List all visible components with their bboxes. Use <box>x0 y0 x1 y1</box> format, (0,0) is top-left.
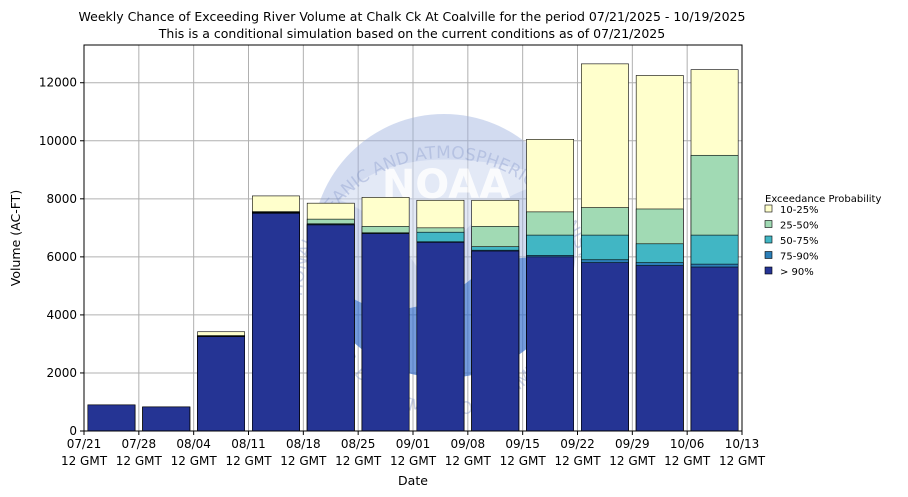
y-tick-label: 4000 <box>46 308 77 322</box>
x-tick-label-time: 12 GMT <box>171 454 218 468</box>
legend-title: Exceedance Probability <box>765 194 881 205</box>
x-tick-label-time: 12 GMT <box>390 454 437 468</box>
x-tick-label-date: 09/01 <box>396 437 431 451</box>
x-tick-label-time: 12 GMT <box>61 454 108 468</box>
x-tick-label-date: 07/21 <box>67 437 102 451</box>
y-tick-label: 10000 <box>39 134 77 148</box>
y-tick-label: 0 <box>69 424 77 438</box>
y-tick-label: 6000 <box>46 250 77 264</box>
x-tick-label-date: 10/06 <box>670 437 705 451</box>
x-tick-label-time: 12 GMT <box>445 454 492 468</box>
y-tick-label: 8000 <box>46 192 77 206</box>
y-axis: 0 2000 4000 6000 8000 10000 12000 <box>39 76 84 438</box>
legend-label: > 90% <box>780 267 814 278</box>
x-axis-label: Date <box>398 473 428 488</box>
legend-swatch <box>764 220 773 228</box>
x-tick-label-date: 08/18 <box>286 437 321 451</box>
y-axis-label: Volume (AC-FT) <box>8 190 23 286</box>
x-tick-label-date: 08/11 <box>231 437 266 451</box>
x-axis: 07/21 12 GMT 07/28 12 GMT 08/04 12 GMT 08/11 12… <box>61 431 766 468</box>
bar-90-week-3 <box>197 336 245 432</box>
legend: Exceedance Probability 10-25% 25-50% 50-75… <box>764 194 881 278</box>
chart-subtitle: This is a conditional simulation based o… <box>158 26 665 41</box>
legend-label: 50-75% <box>780 236 819 247</box>
x-tick-label-time: 12 GMT <box>116 454 163 468</box>
x-tick-label-date: 08/04 <box>176 437 211 451</box>
x-tick-label-time: 12 GMT <box>225 454 272 468</box>
x-tick-label-date: 09/08 <box>451 437 486 451</box>
x-tick-label-time: 12 GMT <box>335 454 382 468</box>
bar-90-week-7 <box>416 242 465 432</box>
chart-title: Weekly Chance of Exceeding River Volume … <box>79 9 746 24</box>
x-tick-label-date: 08/25 <box>341 437 376 451</box>
x-tick-label-date: 09/22 <box>560 437 595 451</box>
x-tick-label-date: 09/29 <box>615 437 650 451</box>
bar-90-week-8 <box>471 250 520 432</box>
x-tick-label-time: 12 GMT <box>554 454 601 468</box>
legend-swatch <box>764 204 773 213</box>
legend-swatch <box>764 251 773 259</box>
bar-90-week-6 <box>361 233 410 432</box>
bar-90-week-4 <box>252 213 300 432</box>
bar-90-week-2 <box>142 406 191 432</box>
legend-label: 75-90% <box>780 252 819 263</box>
x-tick-label-date: 10/13 <box>725 437 760 451</box>
bar-90-week-9 <box>526 256 574 432</box>
y-tick-label: 2000 <box>46 366 77 380</box>
y-tick-label: 12000 <box>39 76 77 90</box>
x-tick-label-date: 07/28 <box>122 437 157 451</box>
x-tick-label-time: 12 GMT <box>609 454 656 468</box>
x-tick-label-time: 12 GMT <box>500 454 547 468</box>
bar-90-week-1 <box>87 404 136 432</box>
legend-label: 25-50% <box>780 221 819 232</box>
x-tick-label-time: 12 GMT <box>664 454 711 468</box>
bar-90-week-10 <box>581 262 629 432</box>
legend-swatch <box>764 266 773 275</box>
legend-label: 10-25% <box>780 205 819 216</box>
x-tick-label-date: 09/15 <box>505 437 540 451</box>
bar-90-week-11 <box>635 265 684 432</box>
bar-90-week-12 <box>690 266 739 432</box>
bar-90-week-5 <box>306 224 355 432</box>
x-tick-label-time: 12 GMT <box>719 454 766 468</box>
x-tick-label-time: 12 GMT <box>280 454 327 468</box>
legend-swatch <box>764 235 773 244</box>
